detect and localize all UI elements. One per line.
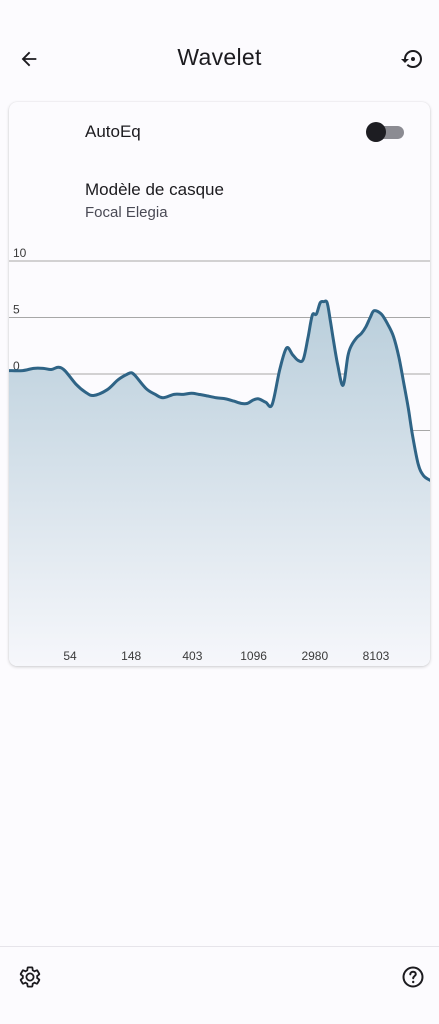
reset-button[interactable]	[392, 39, 432, 79]
x-tick-label: 1096	[240, 649, 267, 663]
x-tick-label: 8103	[363, 649, 390, 663]
y-tick-label: 5	[13, 303, 20, 317]
x-axis-labels: 54 148 403 1096 2980 8103	[63, 649, 389, 663]
autoeq-label: AutoEq	[85, 122, 141, 141]
bottom-divider	[0, 946, 439, 947]
question-circle-icon	[402, 966, 424, 988]
autoeq-toggle[interactable]	[366, 120, 404, 144]
x-tick-label: 148	[121, 649, 141, 663]
settings-button[interactable]	[10, 957, 50, 997]
x-tick-label: 403	[182, 649, 202, 663]
response-curve	[9, 299, 430, 482]
x-tick-label: 2980	[301, 649, 328, 663]
history-reset-icon	[401, 50, 422, 69]
headset-model-label[interactable]: Modèle de casque	[85, 180, 224, 199]
arrow-left-icon	[21, 51, 37, 67]
y-tick-label: 0	[13, 359, 20, 373]
x-tick-label: 54	[63, 649, 77, 663]
gear-icon	[19, 966, 41, 988]
toggle-thumb	[366, 122, 386, 142]
back-button[interactable]	[9, 39, 49, 79]
top-app-bar: Wavelet	[0, 0, 439, 120]
page-title: Wavelet	[177, 44, 262, 70]
y-tick-label: 10	[13, 246, 27, 260]
equalizer-card: AutoEq Modèle de casque Focal Elegia 10 5…	[9, 102, 430, 666]
headset-model-value[interactable]: Focal Elegia	[85, 204, 168, 221]
response-area	[9, 301, 430, 666]
help-button[interactable]	[393, 957, 433, 997]
